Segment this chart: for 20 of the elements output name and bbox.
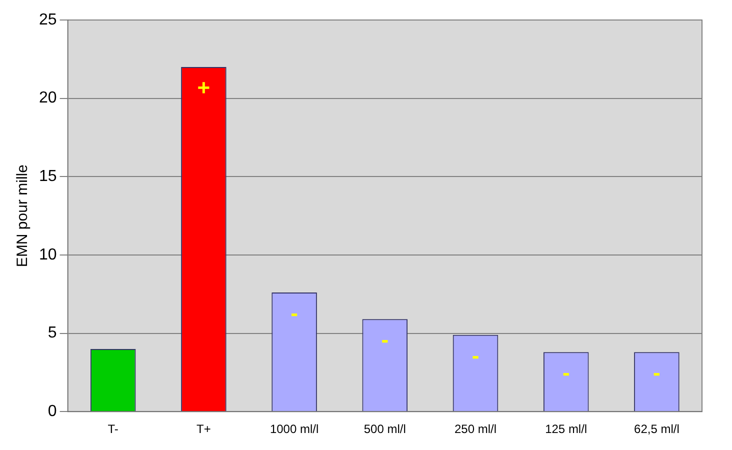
data-label: - xyxy=(472,342,480,368)
y-tick-label: 20 xyxy=(39,90,57,107)
y-tick-label: 0 xyxy=(48,403,57,420)
y-tick-label: 25 xyxy=(39,11,57,28)
x-tick-label: 500 ml/l xyxy=(364,422,406,436)
data-label: - xyxy=(562,360,570,386)
x-tick-label: 125 ml/l xyxy=(545,422,588,436)
y-tick-label: 10 xyxy=(39,246,57,264)
x-tick-label: 250 ml/l xyxy=(454,422,497,436)
x-tick-label: T- xyxy=(108,422,118,436)
y-tick-label: 15 xyxy=(39,168,57,186)
data-label: - xyxy=(290,300,298,326)
data-label: + xyxy=(197,75,210,100)
y-axis-title: EMN pour mille xyxy=(14,164,32,268)
x-tick-label: 62,5 ml/l xyxy=(634,422,680,436)
data-label: - xyxy=(381,327,389,352)
data-label: - xyxy=(653,360,660,386)
x-tick-label: T+ xyxy=(196,422,211,436)
x-tick-label: 1000 ml/l xyxy=(270,422,319,436)
y-tick-label: 5 xyxy=(48,324,57,342)
